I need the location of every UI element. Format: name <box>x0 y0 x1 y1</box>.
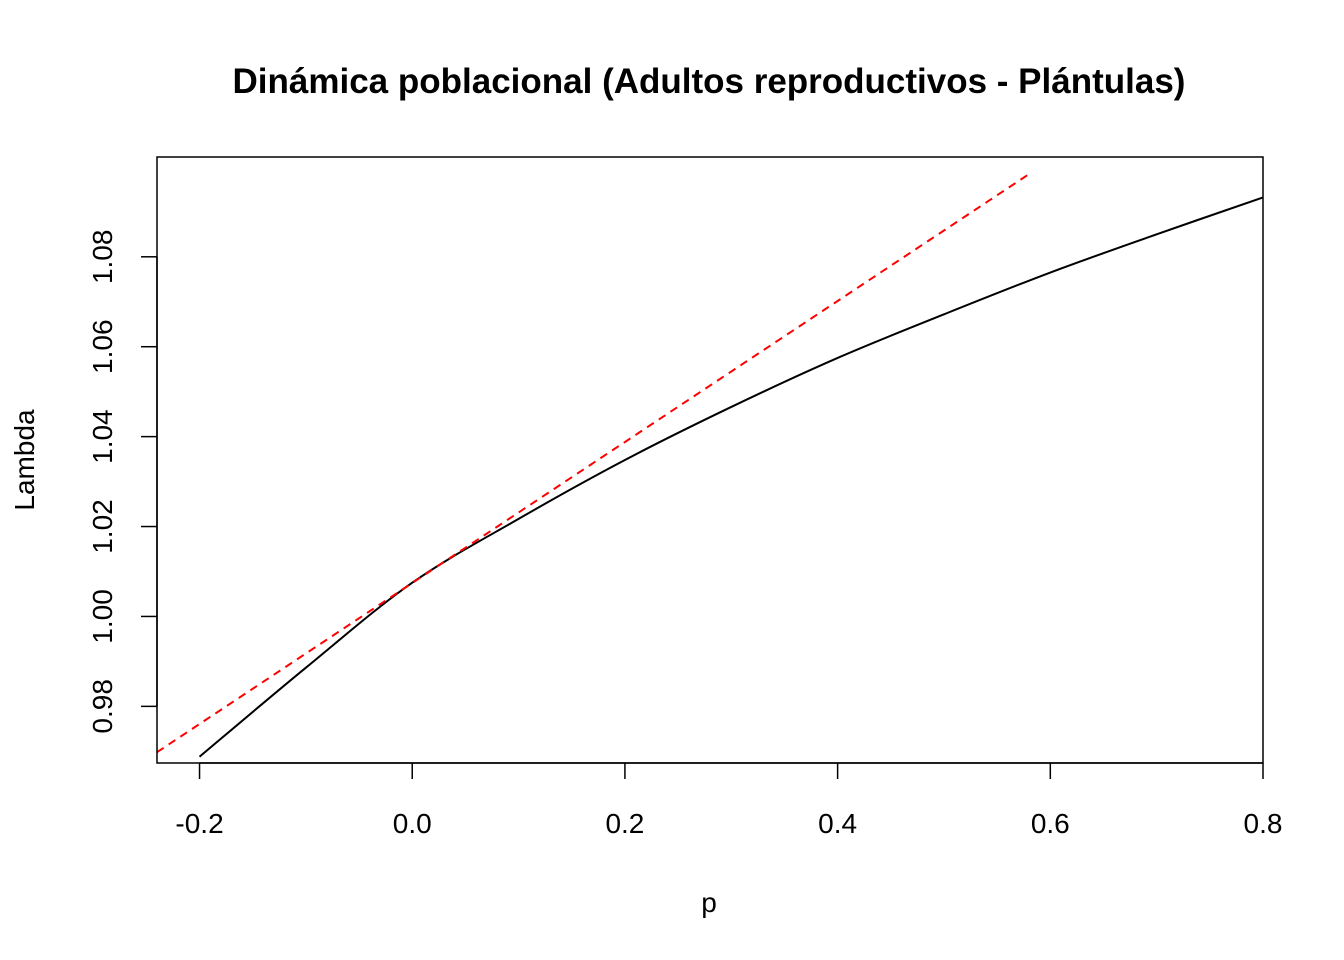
chart-title: Dinámica poblacional (Adultos reproducti… <box>233 62 1186 101</box>
x-tick-label: 0.4 <box>818 808 857 839</box>
x-tick-label: -0.2 <box>175 808 223 839</box>
series-line-dashed <box>157 173 1030 754</box>
y-axis-label: Lambda <box>9 409 40 511</box>
y-tick-label: 1.00 <box>87 589 118 644</box>
series-layer <box>157 173 1263 758</box>
y-axis: 0.98 1.00 1.02 1.04 1.06 1.08 <box>87 230 158 734</box>
series-line-solid <box>198 196 1263 758</box>
plot-frame <box>156 156 1264 764</box>
y-tick-label: 1.04 <box>87 409 118 464</box>
y-tick-label: 0.98 <box>87 679 118 734</box>
y-tick-label: 1.08 <box>87 230 118 285</box>
x-axis-label: p <box>701 887 717 918</box>
x-tick-label: 0.6 <box>1031 808 1070 839</box>
x-axis: -0.2 0.0 0.2 0.4 0.6 0.8 <box>175 762 1283 839</box>
y-tick-label: 1.06 <box>87 319 118 374</box>
y-tick-label: 1.02 <box>87 499 118 554</box>
x-tick-label: 0.8 <box>1244 808 1283 839</box>
x-tick-label: 0.0 <box>393 808 432 839</box>
x-tick-label: 0.2 <box>605 808 644 839</box>
